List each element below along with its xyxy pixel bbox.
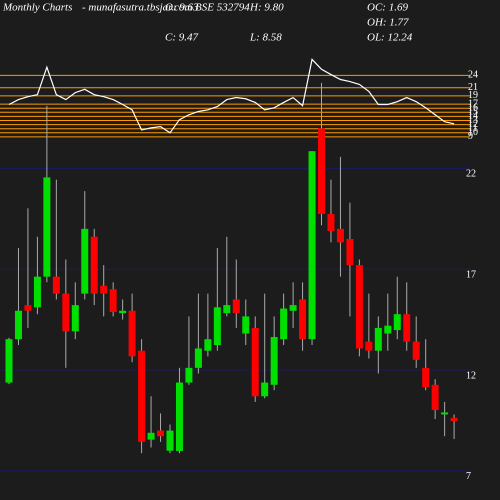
y-tick-label: 19	[468, 90, 478, 101]
candle-body	[365, 341, 373, 351]
y-tick-label: 9	[468, 131, 473, 142]
stat: OH: 1.77	[367, 17, 409, 29]
y-tick-label: 11	[468, 123, 478, 134]
candle-body	[100, 285, 108, 294]
candle-body	[166, 430, 174, 451]
y-tick-label: 12	[468, 119, 478, 130]
candle-body	[14, 310, 22, 340]
candle-body	[90, 236, 98, 294]
candle-body	[412, 341, 420, 360]
candle-body	[138, 350, 146, 442]
candle-body	[223, 305, 231, 314]
y-tick-label: 16	[468, 102, 478, 113]
candle-body	[204, 339, 212, 351]
candle-body	[175, 382, 183, 451]
candle-body	[157, 430, 165, 437]
candle-body	[119, 310, 127, 314]
stat: OL: 12.24	[367, 32, 413, 44]
chart-title: Monthly Charts	[2, 2, 72, 14]
candle-body	[318, 128, 326, 214]
y-tick-label: 13	[468, 115, 478, 126]
candle-body	[128, 310, 136, 357]
candle-body	[355, 265, 363, 349]
y-tick-label: 15	[468, 107, 478, 118]
candle-body	[213, 307, 221, 346]
y-tick-label: 22	[466, 169, 476, 180]
indicator-line	[8, 58, 455, 134]
stat: O: 9.63	[165, 2, 199, 14]
candle-body	[374, 327, 382, 351]
stat: L: 8.58	[249, 32, 282, 44]
candle-body	[289, 305, 297, 311]
candle-body	[81, 228, 89, 294]
y-tick-label: 17	[466, 269, 476, 280]
candle-body	[71, 305, 79, 332]
y-tick-label: 21	[468, 82, 478, 93]
candle-body	[403, 314, 411, 342]
candle-body	[280, 308, 288, 340]
candle-body	[327, 213, 335, 232]
candle-body	[251, 327, 259, 397]
candle-body	[232, 299, 240, 314]
candle-body	[431, 384, 439, 410]
candle-body	[336, 228, 344, 243]
candle-body	[62, 293, 70, 332]
source: - munafasutra.tbsjar.com BSE 532794	[82, 2, 250, 14]
y-tick-label: 14	[468, 111, 478, 122]
candle-body	[24, 305, 32, 311]
y-tick-label: 17	[468, 98, 478, 109]
candle-body	[52, 276, 60, 294]
candle-body	[270, 336, 278, 385]
candle-body	[308, 151, 316, 340]
candle-body	[147, 432, 155, 440]
candle-body	[441, 412, 449, 415]
candle-body	[422, 367, 430, 388]
candle-body	[185, 367, 193, 383]
y-tick-label: 24	[468, 70, 478, 81]
candle-body	[393, 314, 401, 331]
stat: C: 9.47	[165, 32, 199, 44]
candle-body	[261, 382, 269, 397]
candle-body	[109, 289, 117, 312]
candle-body	[384, 325, 392, 334]
candle-body	[194, 348, 202, 368]
y-tick-label: 10	[468, 127, 478, 138]
candle-body	[5, 339, 13, 383]
candle-body	[346, 238, 354, 266]
candle-body	[43, 177, 51, 277]
stat: OC: 1.69	[367, 2, 408, 14]
candle-body	[242, 316, 250, 334]
candle-body	[299, 299, 307, 340]
candle-body	[33, 276, 41, 308]
y-tick-label: 12	[466, 370, 476, 381]
stat: H: 9.80	[249, 2, 284, 14]
candle-body	[450, 417, 458, 422]
y-tick-label: 7	[466, 471, 471, 482]
